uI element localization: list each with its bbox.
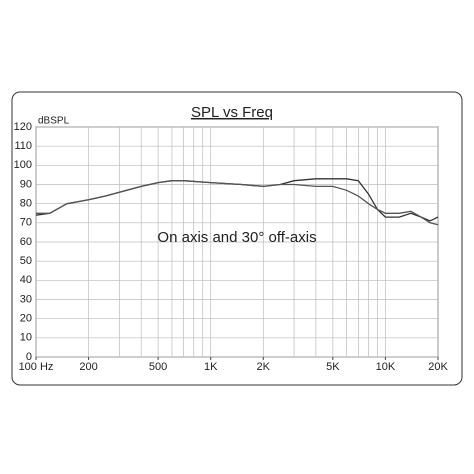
x-tick-label: 10K <box>376 361 396 373</box>
annotation: On axis and 30° off-axis <box>157 229 316 246</box>
y-tick-label: 120 <box>14 121 32 133</box>
y-tick-label: 30 <box>20 293 32 305</box>
x-tick-label: 500 <box>149 361 167 373</box>
y-tick-label: 60 <box>20 236 32 248</box>
y-tick-label: 0 <box>26 351 32 363</box>
y-tick-label: 10 <box>20 332 32 344</box>
y-axis-label: dBSPL <box>38 116 70 127</box>
x-tick-label: 20K <box>428 361 448 373</box>
y-tick-label: 70 <box>20 217 32 229</box>
x-tick-label: 200 <box>79 361 97 373</box>
series-line <box>36 180 439 226</box>
y-tick-label: 50 <box>20 255 32 267</box>
y-tick-label: 100 <box>14 159 32 171</box>
y-tick-label: 20 <box>20 313 32 325</box>
y-tick-label: 110 <box>14 140 32 152</box>
y-tick-label: 40 <box>20 274 32 286</box>
y-tick-label: 90 <box>20 178 32 190</box>
x-tick-label: 100 Hz <box>19 361 54 373</box>
x-tick-label: 1K <box>204 361 218 373</box>
frame <box>11 91 463 386</box>
x-tick-label: 2K <box>257 361 271 373</box>
x-tick-label: 5K <box>326 361 340 373</box>
chart-title: SPL vs Freq <box>191 104 273 121</box>
y-tick-label: 80 <box>20 198 32 210</box>
